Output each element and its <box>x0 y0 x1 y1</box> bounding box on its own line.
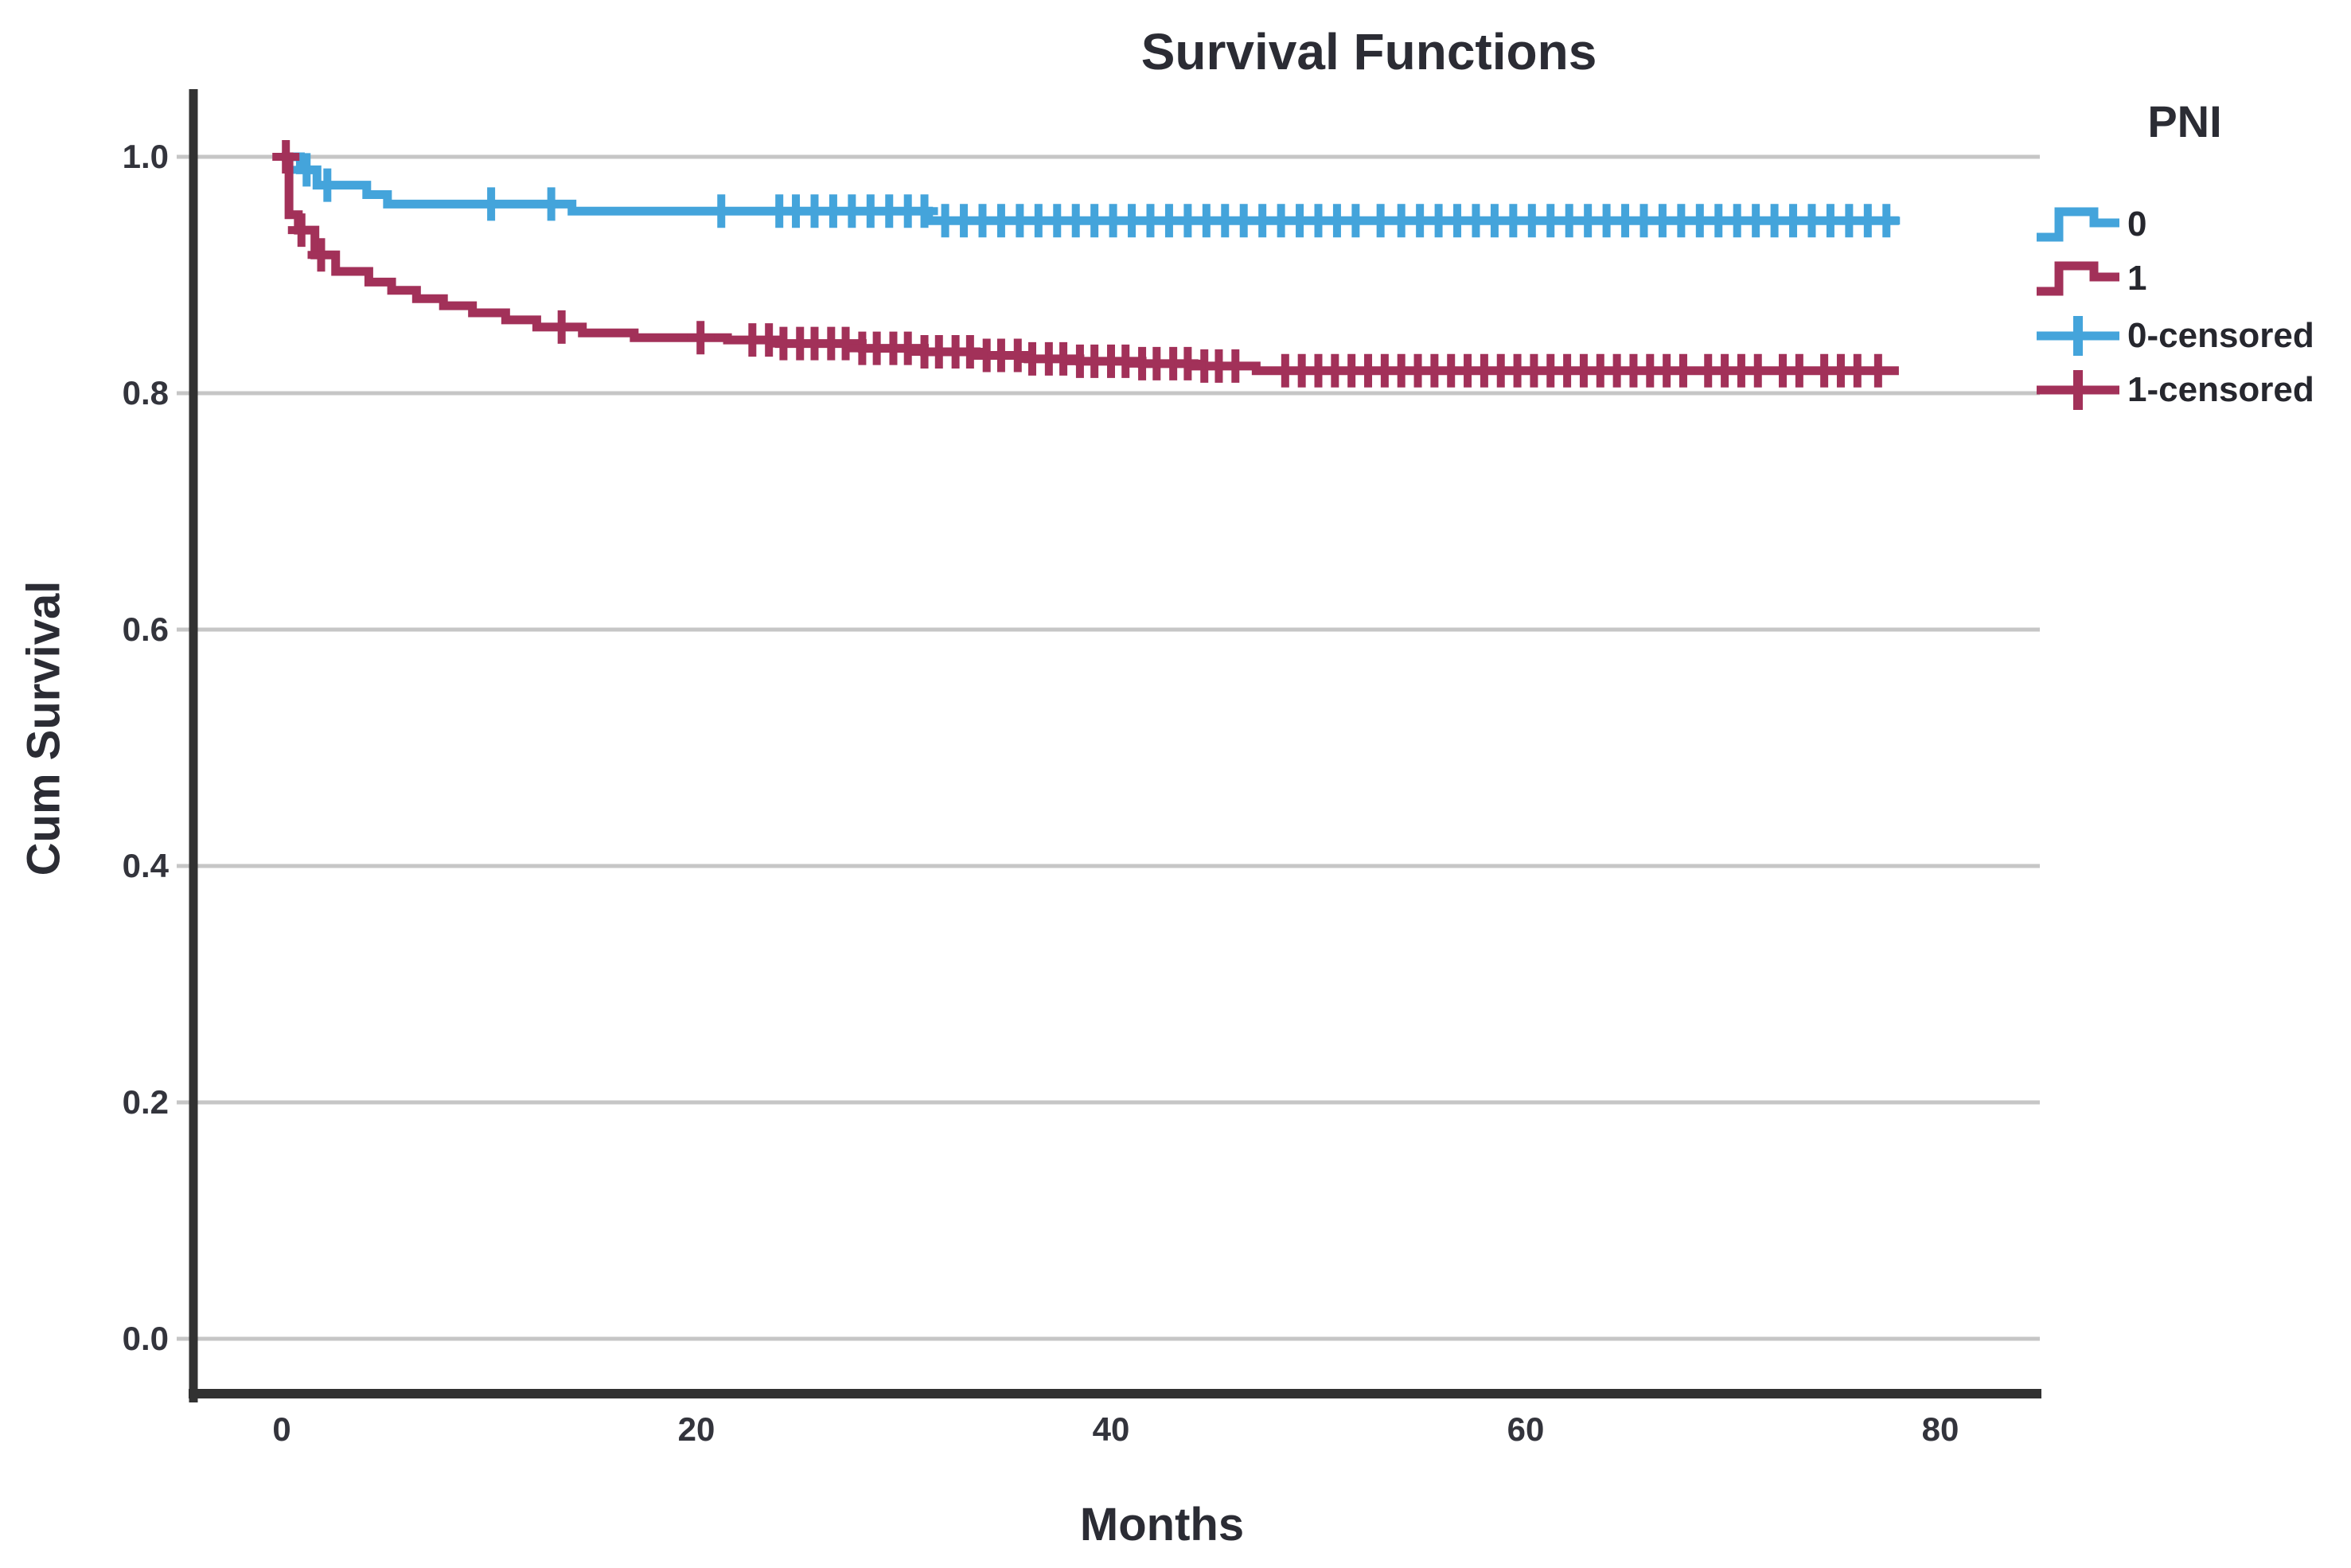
legend-censor-plus-icon <box>2037 370 2119 410</box>
y-tick-label: 0.2 <box>122 1083 169 1121</box>
survival-curve-pni-0 <box>282 152 1899 225</box>
y-tick-label: 0.6 <box>122 610 169 648</box>
y-tick-label: 0.4 <box>122 847 169 884</box>
x-tick-label: 40 <box>1092 1410 1130 1448</box>
censor-marks-pni-0 <box>293 153 1901 238</box>
legend-censor-plus-icon <box>2037 316 2119 356</box>
y-tick-label: 1.0 <box>122 138 169 175</box>
legend-item-label: 1-censored <box>2127 370 2314 409</box>
x-tick-label: 0 <box>272 1410 291 1448</box>
legend-title: PNI <box>2147 96 2222 146</box>
x-axis-title: Months <box>1079 1499 1245 1550</box>
legend-step-line-icon <box>2037 207 2119 242</box>
x-tick-label: 60 <box>1507 1410 1545 1448</box>
legend-item-0: 0 <box>2033 199 2146 250</box>
survival-curve-pni-1 <box>282 152 1899 376</box>
legend-item-0-censored: 0-censored <box>2033 310 2314 361</box>
legend-item-label: 0-censored <box>2127 316 2314 355</box>
step-line-glyph <box>2037 207 2119 242</box>
legend-item-1-censored: 1-censored <box>2033 365 2314 415</box>
y-tick-label: 0.8 <box>122 374 169 412</box>
gridlines <box>177 154 2040 1341</box>
legend-item-label: 1 <box>2127 259 2147 298</box>
y-tick-label: 0.0 <box>122 1320 169 1357</box>
x-tick-label: 80 <box>1921 1410 1959 1448</box>
censor-marks-pni-1 <box>272 140 1892 388</box>
y-axis-title: Cum Survival <box>18 580 70 876</box>
legend-item-1: 1 <box>2033 253 2146 304</box>
chart-title: Survival Functions <box>1140 23 1597 80</box>
legend-step-line-icon <box>2037 261 2119 296</box>
legend-item-label: 0 <box>2127 205 2147 244</box>
x-tick-label: 20 <box>677 1410 715 1448</box>
step-line-glyph <box>2037 261 2119 296</box>
